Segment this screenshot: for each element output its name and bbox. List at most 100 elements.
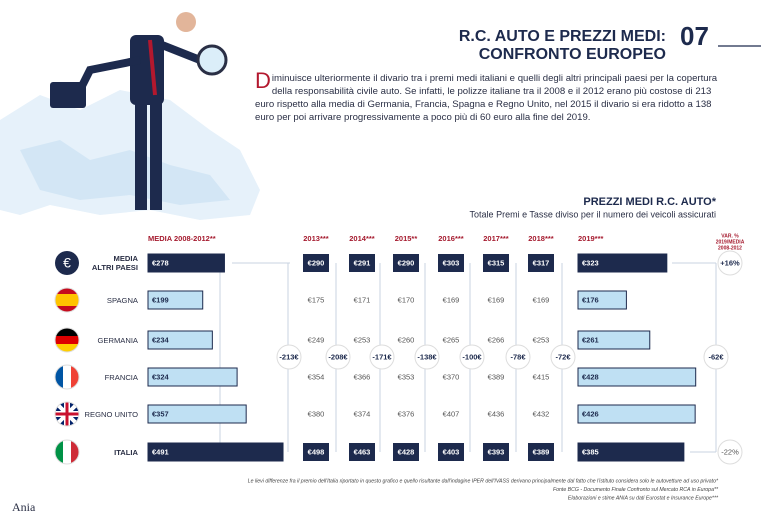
flag-part <box>55 336 79 344</box>
country-label: REGNO UNITO <box>58 410 138 419</box>
value-label: €428 <box>398 447 415 456</box>
note: Elaborazioni e stime ANIA su dati Eurost… <box>568 495 719 501</box>
value-label: €290 <box>308 258 325 267</box>
flag-part <box>65 402 69 426</box>
note: Le lievi differenze fra il premio dell'I… <box>248 478 719 484</box>
value-label: €253 <box>354 335 371 344</box>
value-box <box>483 254 509 272</box>
value-label: €374 <box>354 409 371 418</box>
difference-circle <box>276 344 302 370</box>
value-label: €265 <box>443 335 460 344</box>
difference-circle <box>325 344 351 370</box>
bar-label: €176 <box>582 295 599 304</box>
country-label: MEDIA ALTRI PAESI <box>58 254 138 272</box>
country-line: FRANCIA <box>104 372 138 382</box>
difference-label: -100€ <box>462 352 482 361</box>
value-label: €175 <box>308 295 325 304</box>
country-line: GERMANIA <box>97 335 138 345</box>
logo: Ania <box>12 500 36 514</box>
value-label: €170 <box>398 295 415 304</box>
value-label: €380 <box>308 409 325 418</box>
value-box <box>349 254 375 272</box>
value-label: €291 <box>354 258 371 267</box>
value-label: €389 <box>533 447 550 456</box>
flag-outline <box>54 327 80 353</box>
column-header: 2018*** <box>528 234 554 243</box>
value-box <box>528 254 554 272</box>
title-line: CONFRONTO EUROPEO <box>479 46 666 63</box>
country-label: FRANCIA <box>58 373 138 382</box>
value-label: €169 <box>443 295 460 304</box>
flag-part <box>55 294 79 306</box>
flag-part <box>55 251 79 275</box>
value-label: €171 <box>354 295 371 304</box>
value-label: €266 <box>488 335 505 344</box>
value-label: €303 <box>443 258 460 267</box>
country-line: ALTRI PAESI <box>91 263 138 272</box>
value-label: €370 <box>443 372 460 381</box>
value-box <box>393 443 419 461</box>
value-label: €432 <box>533 409 550 418</box>
bar-label: €261 <box>582 335 599 344</box>
bar-label: €426 <box>582 409 599 418</box>
intro-text: Diminuisce ulteriormente il divario tra … <box>255 68 718 123</box>
flag-outline <box>54 401 80 427</box>
country-line: REGNO UNITO <box>84 409 138 419</box>
bar-label: €491 <box>152 447 169 456</box>
value-label: €393 <box>488 447 505 456</box>
flag-part <box>71 365 79 389</box>
flag-part <box>63 365 71 389</box>
difference-label: -72€ <box>555 352 571 361</box>
flag-part <box>71 440 79 464</box>
figure <box>50 12 228 210</box>
value-label: €366 <box>354 372 371 381</box>
difference-label: -213€ <box>279 352 299 361</box>
flag-part <box>55 344 79 352</box>
map-shape <box>20 140 230 205</box>
bar-label: €278 <box>152 258 169 267</box>
difference-label: -78€ <box>510 352 526 361</box>
value-label: €436 <box>488 409 505 418</box>
flag <box>54 439 80 465</box>
difference-circle <box>369 344 395 370</box>
value-box <box>303 443 329 461</box>
value-box <box>303 254 329 272</box>
column-header: 2019*** <box>578 234 604 243</box>
var-label: -22% <box>721 447 739 456</box>
var-circle <box>717 250 743 276</box>
flag-part <box>55 440 63 464</box>
value-label: €315 <box>488 258 505 267</box>
table-title: PREZZI MEDI R.C. AUTO* <box>583 196 716 208</box>
column-header: MEDIA 2008-2012** <box>148 234 216 243</box>
difference-circle <box>459 344 485 370</box>
bar <box>577 290 627 310</box>
bar <box>577 404 696 424</box>
var-label: +16% <box>720 258 740 267</box>
value-label: €498 <box>308 447 325 456</box>
difference-circle <box>703 344 729 370</box>
bar-label: €357 <box>152 409 169 418</box>
flag <box>54 287 80 313</box>
value-label: €389 <box>488 372 505 381</box>
bar <box>147 290 204 310</box>
flag-outline <box>54 439 80 465</box>
value-box <box>438 254 464 272</box>
value-box <box>438 443 464 461</box>
title-line: R.C. AUTO E PREZZI MEDI: <box>459 28 666 45</box>
difference-label: -171€ <box>372 352 392 361</box>
bar <box>577 253 668 273</box>
value-label: €463 <box>354 447 371 456</box>
bar-label: €428 <box>582 372 599 381</box>
value-label: €354 <box>308 372 325 381</box>
difference-label: -138€ <box>417 352 437 361</box>
flag-outline <box>54 364 80 390</box>
value-label: €317 <box>533 258 550 267</box>
bar-label: €199 <box>152 295 169 304</box>
note: Fonte BCG - Documento Finale Confronto s… <box>553 487 719 493</box>
section-number: 07 <box>680 21 709 51</box>
column-header: 2016*** <box>438 234 464 243</box>
flag-part <box>55 365 63 389</box>
bar <box>577 442 685 462</box>
